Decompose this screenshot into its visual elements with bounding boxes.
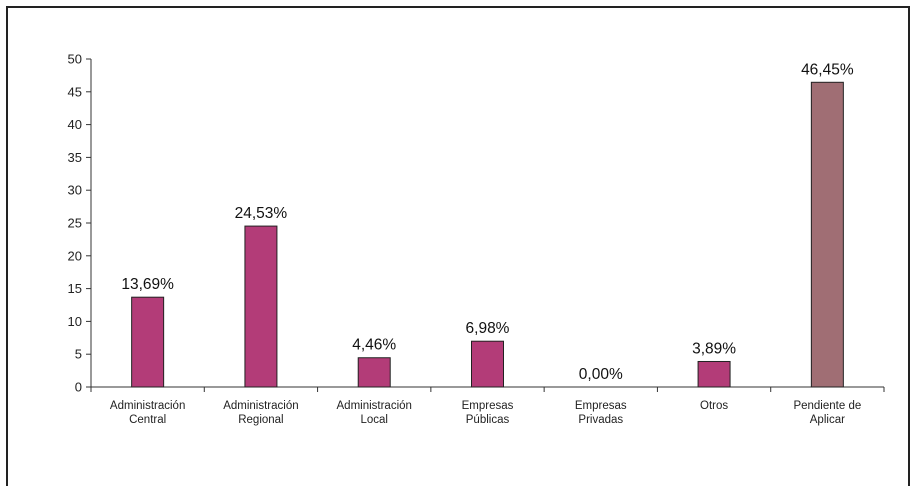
y-tick-label: 45 <box>68 84 82 99</box>
x-category-label: Administración <box>337 400 412 412</box>
data-label: 46,45% <box>801 61 854 78</box>
y-tick-label: 20 <box>68 248 82 263</box>
data-label: 6,98% <box>466 320 510 337</box>
bar-3 <box>357 357 391 388</box>
x-category-label: Otros <box>700 400 728 412</box>
y-tick-label: 40 <box>68 117 82 132</box>
data-label: 3,89% <box>692 340 736 357</box>
x-category-label: Administración <box>110 400 185 412</box>
chart-frame <box>6 6 910 486</box>
y-tick-label: 0 <box>75 380 82 395</box>
x-category-label: Aplicar <box>810 414 845 426</box>
data-label: 24,53% <box>235 205 288 222</box>
x-category-label: Administración <box>223 400 298 412</box>
bar-4 <box>471 340 504 388</box>
x-category-label: Pendiente de <box>793 400 861 412</box>
data-label: 13,69% <box>121 276 174 293</box>
x-category-label: Central <box>129 414 166 426</box>
data-label: 0,00% <box>579 366 623 383</box>
y-tick-label: 30 <box>68 183 82 198</box>
x-category-label: Local <box>360 414 388 426</box>
y-tick-label: 25 <box>68 216 82 231</box>
bar-2 <box>244 225 278 388</box>
x-category-label: Públicas <box>466 414 510 426</box>
bar-1 <box>131 296 165 388</box>
x-category-label: Regional <box>238 414 283 426</box>
y-tick-label: 5 <box>75 347 82 362</box>
bar-6 <box>697 360 731 388</box>
x-category-label: Empresas <box>462 400 514 412</box>
y-tick-label: 50 <box>68 52 82 67</box>
bar-7 <box>810 81 844 388</box>
y-tick-label: 35 <box>68 150 82 165</box>
data-label: 4,46% <box>352 337 396 354</box>
x-category-label: Privadas <box>578 414 623 426</box>
y-tick-label: 15 <box>68 281 82 296</box>
x-category-label: Empresas <box>575 400 627 412</box>
y-tick-label: 10 <box>68 314 82 329</box>
